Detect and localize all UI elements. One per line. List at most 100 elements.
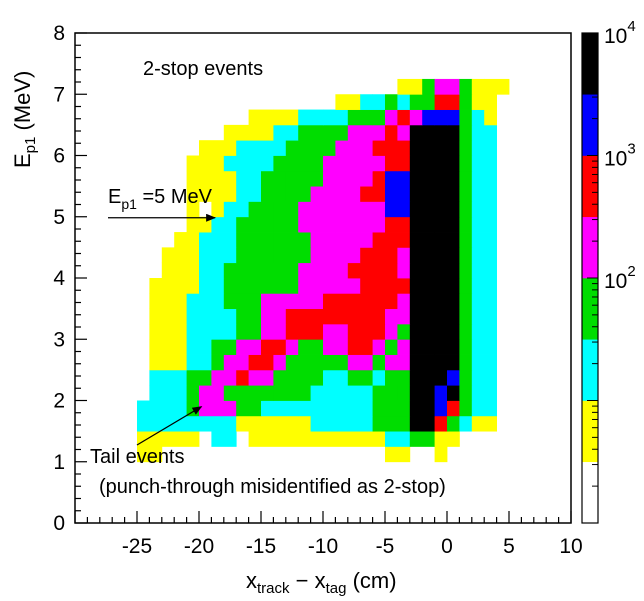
color-scale-bar xyxy=(582,33,598,524)
heatmap-cell xyxy=(186,354,212,371)
heatmap-cell xyxy=(236,308,262,325)
heatmap-cell xyxy=(459,278,473,294)
heatmap-cell xyxy=(471,400,497,417)
heatmap-cell xyxy=(174,232,200,248)
heatmap-cell xyxy=(199,400,237,417)
x-tick-label: -25 xyxy=(122,535,152,558)
heatmap-cell xyxy=(372,323,386,340)
heatmap-cell xyxy=(161,262,200,279)
heatmap-cell xyxy=(273,232,311,248)
heatmap-cell xyxy=(409,232,435,248)
heatmap-cell xyxy=(434,247,460,264)
color-scale-label: 104 xyxy=(604,18,636,48)
x-axis-ticks: -25 -20 -15 -10 -5 0 5 10 xyxy=(74,511,583,558)
heatmap-cell xyxy=(223,201,249,218)
heatmap-cell xyxy=(298,155,324,172)
heatmap-cell xyxy=(298,400,373,417)
heatmap-cell xyxy=(199,140,237,156)
heatmap-cell xyxy=(323,170,349,187)
heatmap-cell xyxy=(434,78,460,95)
heatmap-cell xyxy=(385,247,398,264)
heatmap-cell xyxy=(434,278,460,294)
heatmap-cell xyxy=(397,323,411,340)
heatmap-cell xyxy=(273,155,299,172)
heatmap-cell xyxy=(285,354,324,371)
heatmap-cell xyxy=(459,400,473,417)
heatmap-cell xyxy=(273,354,287,371)
heatmap-cell xyxy=(248,431,386,447)
heatmap-cell xyxy=(186,308,212,325)
heatmap-cell xyxy=(211,323,237,340)
heatmap-cell xyxy=(409,278,435,294)
heatmap-cell xyxy=(310,415,373,432)
heatmap-cell xyxy=(409,400,435,417)
heatmap-cell xyxy=(409,339,435,355)
heatmap-cell xyxy=(273,216,299,233)
annotation-ep1-5mev: Ep1 =5 MeV xyxy=(108,186,213,212)
heatmap-cell xyxy=(310,140,336,156)
heatmap-cell xyxy=(471,415,497,432)
color-scale-band xyxy=(582,461,598,524)
heatmap-cell xyxy=(459,293,473,310)
heatmap-cell xyxy=(409,262,435,279)
heatmap-cell xyxy=(409,94,423,110)
heatmap-cell xyxy=(409,354,435,371)
heatmap-cell xyxy=(434,431,460,447)
heatmap-cell xyxy=(471,339,497,355)
heatmap-cell xyxy=(211,170,237,187)
y-tick-label: 4 xyxy=(53,267,65,290)
heatmap-cell xyxy=(360,247,386,264)
heatmap-cell xyxy=(484,385,497,401)
annotation-punch: (punch-through misidentified as 2-stop) xyxy=(99,476,446,498)
heatmap-cell xyxy=(397,109,411,126)
heatmap-cell xyxy=(372,201,386,218)
arrow-tail-events xyxy=(136,406,203,446)
heatmap-cell xyxy=(372,262,398,279)
heatmap-cell xyxy=(434,308,460,325)
heatmap-cell xyxy=(459,170,473,187)
heatmap-cell xyxy=(211,431,237,447)
heatmap-cell xyxy=(434,385,448,401)
heatmap-cell xyxy=(409,170,435,187)
heatmap-cell xyxy=(186,186,212,202)
heatmap-cell xyxy=(471,278,497,294)
heatmap-cell xyxy=(360,216,386,233)
heatmap-cell xyxy=(385,323,398,340)
heatmap-cell xyxy=(310,186,336,202)
heatmap-cell xyxy=(347,170,373,187)
y-tick-label: 0 xyxy=(53,512,65,535)
heatmap-cell xyxy=(471,369,497,386)
heatmap-cell xyxy=(409,323,435,340)
heatmap-cell xyxy=(422,94,435,110)
heatmap-cell xyxy=(385,94,398,110)
heatmap-cell xyxy=(273,109,299,126)
heatmap-cell xyxy=(149,385,187,401)
heatmap-cell xyxy=(459,94,473,110)
heatmap-cell xyxy=(261,170,287,187)
heatmap-cell xyxy=(335,385,373,401)
heatmap-cell xyxy=(372,170,386,187)
heatmap-cell xyxy=(248,155,274,172)
heatmap-cell xyxy=(360,94,373,110)
heatmap-cell xyxy=(186,339,212,355)
heatmap-cell xyxy=(223,278,262,294)
heatmap-cell xyxy=(298,339,324,355)
heatmap-cell xyxy=(310,232,349,248)
heatmap-cell xyxy=(471,94,497,110)
color-scale-band xyxy=(582,216,598,279)
heatmap-cell xyxy=(459,323,473,340)
heatmap-cell xyxy=(236,140,262,156)
heatmap-cell xyxy=(236,415,311,432)
heatmap-cell xyxy=(471,354,497,371)
heatmap-cell xyxy=(434,216,460,233)
heatmap-cell xyxy=(409,415,435,432)
heatmap-cell xyxy=(323,339,349,355)
heatmap-cell xyxy=(199,278,225,294)
heatmap-cell xyxy=(409,186,435,202)
heatmap-cell xyxy=(434,293,460,310)
color-scale-band xyxy=(582,94,598,156)
heatmap-cell xyxy=(434,369,448,386)
y-tick-label: 5 xyxy=(53,206,65,229)
heatmap-cell xyxy=(434,446,448,463)
heatmap-cell xyxy=(261,385,274,401)
